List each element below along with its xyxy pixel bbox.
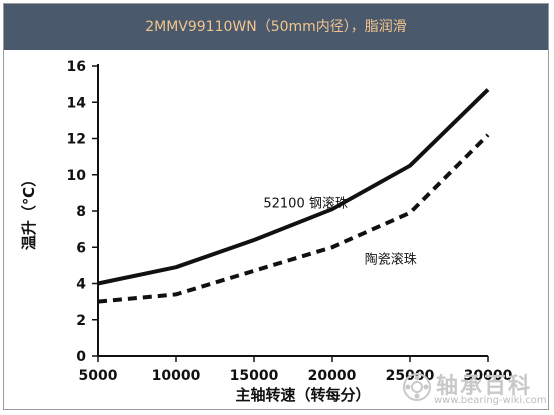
watermark-url: www.bearing-wiki.com — [434, 395, 547, 406]
y-tick-label-4: 4 — [76, 277, 86, 293]
title-banner: 2MMV99110WN（50mm内径），脂润滑 — [4, 4, 548, 50]
chart-title: 2MMV99110WN（50mm内径），脂润滑 — [145, 19, 407, 35]
y-tick-label-14: 14 — [67, 95, 87, 111]
series-line-0 — [97, 88, 490, 286]
y-tick-label-8: 8 — [76, 204, 86, 220]
y-tick-label-10: 10 — [67, 168, 87, 184]
y-axis-title: 温升（℃） — [20, 172, 38, 250]
series-label-0: 52100 钢滚珠 — [263, 195, 348, 211]
x-axis-title: 主轴转速（转每分） — [235, 386, 370, 404]
y-tick-label-0: 0 — [76, 349, 86, 365]
y-tick-label-12: 12 — [67, 132, 86, 148]
x-tick-label-10000: 10000 — [152, 368, 201, 384]
y-tick-label-16: 16 — [67, 59, 86, 75]
x-tick-label-30000: 30000 — [464, 368, 513, 384]
watermark: 轴承百科 www.bearing-wiki.com — [400, 368, 550, 410]
x-tick-label-15000: 15000 — [230, 368, 279, 384]
watermark-logo-icon — [403, 373, 431, 401]
watermark-text: 轴承百科 — [436, 374, 533, 399]
series-label-1: 陶瓷滚珠 — [365, 252, 417, 268]
series-line-1 — [97, 133, 490, 304]
y-tick-label-2: 2 — [76, 313, 86, 329]
x-tick-label-20000: 20000 — [308, 368, 357, 384]
chart-frame — [3, 3, 549, 410]
x-tick-label-5000: 5000 — [79, 368, 118, 384]
y-tick-label-6: 6 — [76, 240, 86, 256]
